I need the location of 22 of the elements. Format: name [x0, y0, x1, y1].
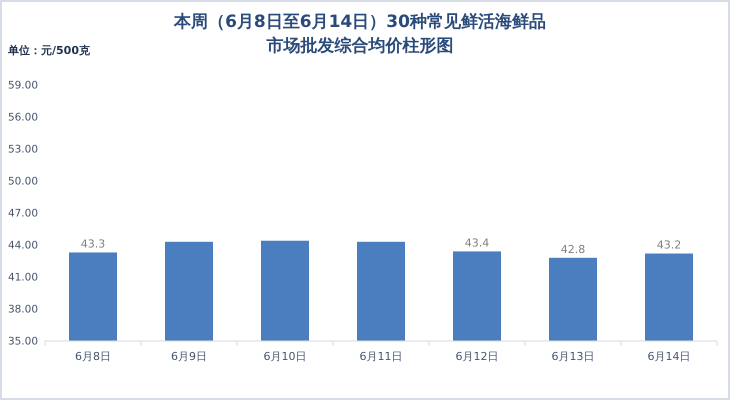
x-tick-label: 6月9日: [171, 350, 207, 363]
data-label: 43.2: [656, 238, 682, 252]
x-tick-label: 6月13日: [552, 350, 594, 363]
y-tick-label: 53.00: [8, 144, 38, 156]
data-label: 43.3: [80, 237, 106, 250]
y-tick-label: 41.00: [8, 272, 38, 284]
x-tick-label: 6月12日: [456, 350, 498, 363]
chart-title: 本周（6月8日至6月14日）30种常见鲜活海鲜品市场批发综合均价柱形图: [173, 12, 546, 56]
y-tick-label: 38.00: [8, 304, 38, 316]
data-label: 43.4: [464, 236, 490, 250]
y-tick-label: 44.00: [8, 240, 38, 252]
x-tick-label: 6月8日: [75, 350, 111, 363]
y-tick-label: 50.00: [8, 176, 38, 188]
x-tick-label: 6月14日: [648, 350, 690, 363]
y-tick-label: 56.00: [8, 112, 38, 124]
data-label: 42.8: [560, 242, 586, 256]
y-axis-title: 单位：元/500克: [7, 44, 91, 57]
y-tick-label: 59.00: [8, 80, 38, 92]
y-tick-label: 35.00: [8, 336, 38, 348]
x-tick-label: 6月11日: [360, 350, 402, 363]
y-tick-label: 47.00: [8, 208, 38, 220]
x-tick-label: 6月10日: [264, 350, 306, 363]
